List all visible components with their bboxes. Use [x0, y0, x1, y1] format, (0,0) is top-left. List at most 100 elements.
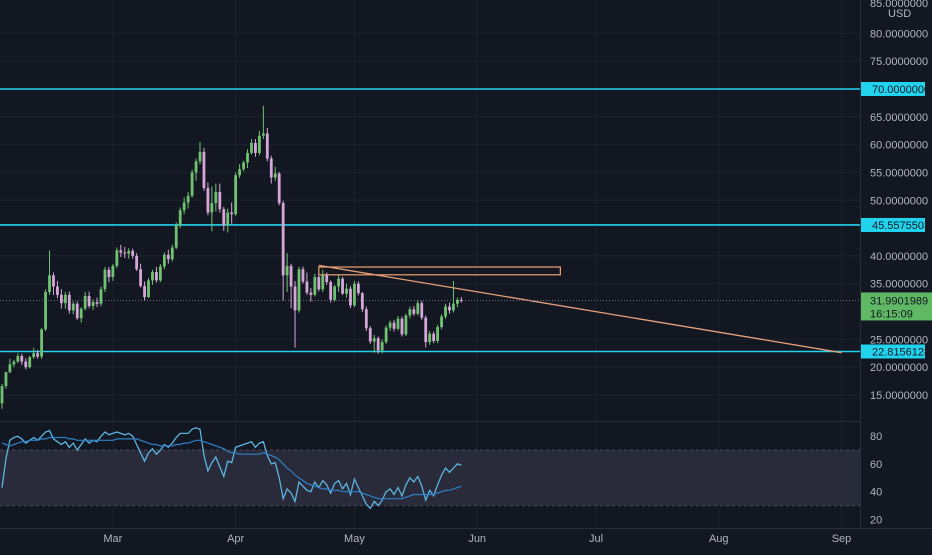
candle-body [250, 142, 253, 153]
rsi-band [0, 450, 860, 506]
price-tick-label: 50.0000000 [870, 195, 928, 207]
price-tick-label: 25.0000000 [870, 334, 928, 346]
candle-body [202, 151, 206, 189]
level-badge-label: 70.0000000 [872, 84, 930, 96]
candle-body [155, 272, 158, 281]
price-tick-label: 80.0000000 [870, 28, 928, 40]
price-tick-label: 65.0000000 [870, 112, 928, 124]
time-axis-label: Aug [709, 533, 729, 545]
candle-body [384, 327, 388, 343]
candle-body [67, 294, 71, 311]
candle-body [388, 322, 392, 328]
candle-body [305, 281, 309, 293]
currency-label: USD [888, 8, 911, 20]
candle-body [404, 315, 408, 335]
candle-body [36, 353, 40, 357]
candle-body [440, 316, 443, 328]
candle-body [333, 286, 337, 300]
candle-body [293, 286, 297, 311]
candle-body [459, 299, 463, 301]
level-badge-label: 22.8156128 [872, 346, 930, 358]
candle-body [277, 173, 281, 204]
candle-body [16, 356, 20, 362]
candle-body [131, 250, 135, 256]
candle-body [143, 285, 146, 298]
candle-body [329, 282, 333, 300]
candle-body [349, 288, 352, 306]
candle-body [424, 317, 428, 343]
time-axis-label: Sep [832, 533, 852, 545]
candle-body [107, 269, 111, 278]
candle-body [178, 210, 182, 226]
candle-body [127, 250, 131, 254]
candle-body [119, 250, 123, 253]
resistance-zone [318, 266, 561, 276]
candle-body [325, 275, 329, 283]
candle-body [4, 372, 8, 387]
time-axis-label: Apr [227, 533, 244, 545]
price-tick-label: 40.0000000 [870, 251, 928, 263]
candle-body [281, 203, 285, 276]
rsi-line [1, 427, 462, 510]
candle-body [412, 309, 416, 314]
candle-body [416, 303, 420, 314]
candle-body [230, 212, 234, 215]
candle-body [392, 322, 396, 329]
level-badge-2 [861, 344, 925, 359]
candle-body [52, 275, 55, 287]
bar-countdown: 16:15:09 [870, 308, 913, 320]
candle-body [103, 269, 107, 290]
candle-body [139, 269, 142, 286]
candle-body [242, 162, 245, 170]
price-tick-label: 35.0000000 [870, 279, 928, 291]
time-axis-label: Mar [103, 533, 122, 545]
candle-body [40, 329, 43, 357]
candle-body [432, 333, 436, 342]
candle-body [32, 353, 36, 358]
candle-body [48, 275, 51, 293]
time-axis-label: Jun [468, 533, 486, 545]
descending-trendline [318, 264, 842, 354]
candle-body [190, 172, 194, 196]
candle-body [206, 188, 210, 213]
level-badge-0 [861, 82, 925, 97]
candle-body [99, 289, 103, 304]
candle-body [182, 202, 186, 211]
candle-body [8, 364, 12, 373]
level-badge-label: 45.5575503 [872, 220, 930, 232]
candle-body [428, 333, 432, 343]
candle-body [12, 361, 16, 365]
candle-body [420, 303, 424, 318]
candle-body [353, 283, 356, 306]
candle-body [396, 318, 400, 329]
candle-body [63, 294, 67, 304]
candle-body [24, 361, 28, 368]
price-tick-label: 15.0000000 [870, 390, 928, 402]
candle-body [368, 328, 372, 342]
rsi-tick-label: 20 [870, 515, 882, 527]
candle-body [226, 212, 230, 226]
candle-body [123, 252, 127, 254]
candle-body [372, 338, 376, 342]
candle-body [317, 277, 321, 290]
candle-body [360, 293, 364, 310]
candle-body [44, 292, 47, 330]
candle-body [71, 303, 75, 311]
candle-body [234, 175, 238, 215]
candle-body [174, 225, 178, 248]
time-axis-label: Jul [589, 533, 603, 545]
candle-body [452, 303, 455, 311]
candle-body [444, 306, 447, 317]
candle-body [254, 142, 257, 153]
candle-body [273, 173, 277, 178]
candle-body [456, 299, 459, 304]
candles-group [0, 105, 463, 409]
candle-body [337, 278, 340, 287]
candle-body [448, 306, 451, 311]
candle-body [313, 277, 317, 295]
candle-body [87, 295, 91, 306]
candle-body [75, 303, 79, 319]
candle-body [28, 357, 32, 368]
